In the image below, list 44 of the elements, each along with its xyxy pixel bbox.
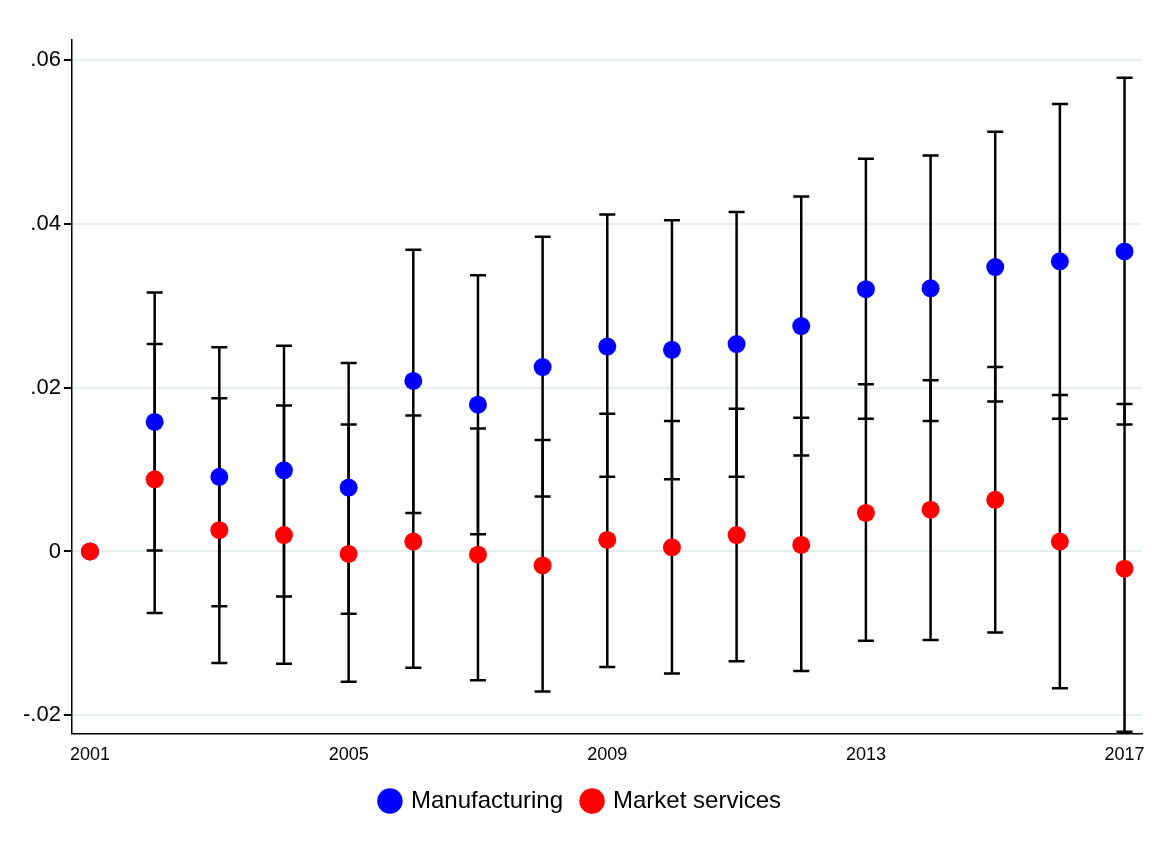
- point: [856, 280, 875, 299]
- point: [792, 535, 811, 554]
- point: [468, 395, 487, 414]
- point: [598, 337, 617, 356]
- y-tick-label: .06: [30, 45, 61, 71]
- x-tick-label: 2005: [328, 744, 369, 765]
- x-tick-label: 2001: [69, 744, 111, 765]
- point: [145, 470, 164, 489]
- point: [792, 317, 811, 336]
- point: [662, 538, 681, 557]
- x-tick-label: 2013: [845, 744, 886, 765]
- point: [210, 467, 229, 486]
- y-tick-label: .04: [30, 209, 61, 235]
- y-tick-label: -.02: [22, 701, 61, 727]
- point: [404, 532, 423, 551]
- point: [1050, 532, 1069, 551]
- point: [727, 335, 746, 354]
- point: [533, 358, 552, 377]
- point: [1050, 252, 1069, 271]
- point: [274, 461, 293, 480]
- point: [921, 500, 940, 519]
- x-tick-label: 2009: [587, 744, 628, 765]
- point: [468, 545, 487, 564]
- point: [856, 503, 875, 522]
- point: [274, 526, 293, 545]
- point: [533, 556, 552, 575]
- point: [339, 478, 358, 497]
- point: [1115, 242, 1134, 261]
- point: [986, 490, 1005, 509]
- point: [662, 340, 681, 359]
- y-tick-label: .02: [30, 373, 61, 399]
- y-tick-label: 0: [48, 537, 61, 563]
- point: [727, 526, 746, 545]
- point: [339, 544, 358, 563]
- point: [145, 412, 164, 431]
- point: [921, 279, 940, 298]
- point: [404, 371, 423, 390]
- x-tick-label: 2017: [1104, 744, 1145, 765]
- point: [986, 258, 1005, 277]
- point: [210, 521, 229, 540]
- point: [598, 530, 617, 549]
- point: [1115, 559, 1134, 578]
- legend-label: Market services: [613, 785, 782, 813]
- legend-label: Manufacturing: [410, 785, 564, 813]
